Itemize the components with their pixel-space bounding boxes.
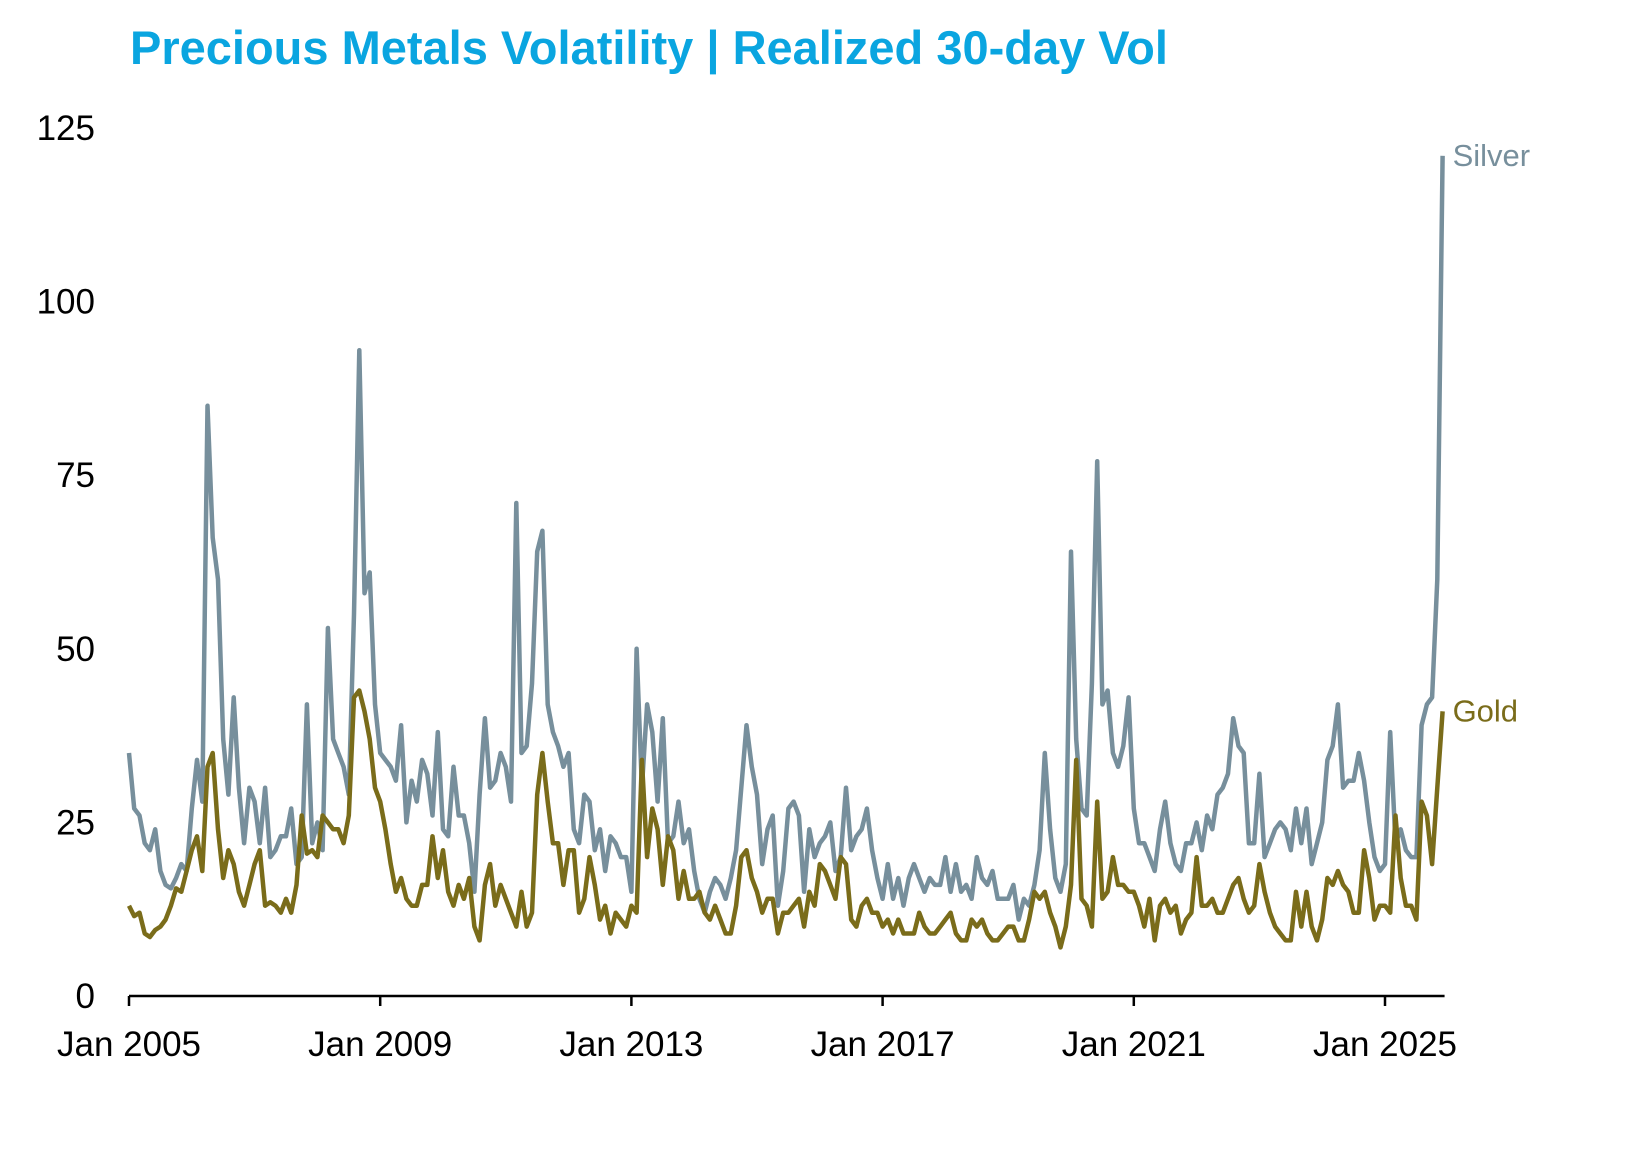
series-labels: Silver Gold [1453,138,1531,729]
series-lines [126,155,1445,950]
x-tick-label: Jan 2013 [559,1025,703,1064]
x-tick-label: Jan 2021 [1062,1025,1206,1064]
y-axis: 0 25 50 75 100 125 [37,109,95,1016]
x-tick-label: Jan 2005 [57,1025,201,1064]
y-tick-label: 75 [56,456,95,495]
y-tick-label: 50 [56,630,95,669]
x-tick-label: Jan 2017 [811,1025,955,1064]
y-tick-label: 25 [56,803,95,842]
x-axis: Jan 2005 Jan 2009 Jan 2013 Jan 2017 Jan 2021… [57,994,1457,1064]
gold-label: Gold [1453,693,1518,728]
x-tick-label: Jan 2025 [1313,1025,1457,1064]
y-tick-label: 125 [37,109,95,148]
silver-label: Silver [1453,138,1531,173]
chart-title: Precious Metals Volatility | Realized 30… [130,21,1168,74]
y-tick-label: 0 [76,977,95,1016]
y-tick-label: 100 [37,283,95,322]
x-tick-label: Jan 2009 [308,1025,452,1064]
gold-line [126,688,1445,950]
silver-line [126,155,1445,922]
